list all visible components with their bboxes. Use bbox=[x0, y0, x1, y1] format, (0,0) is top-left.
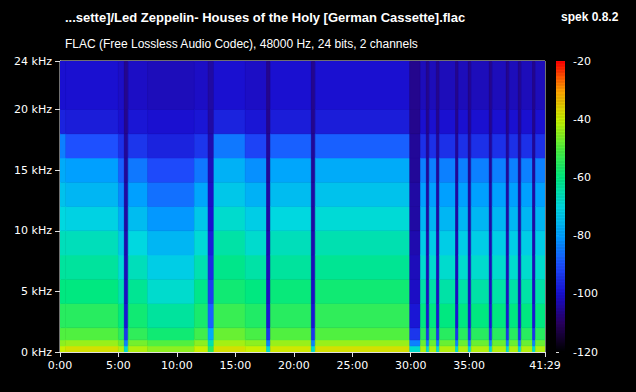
svg-text:5 kHz: 5 kHz bbox=[21, 285, 52, 298]
svg-text:-60: -60 bbox=[573, 171, 591, 184]
svg-text:...sette]/Led Zeppelin- Houses: ...sette]/Led Zeppelin- Houses of the Ho… bbox=[65, 10, 465, 25]
svg-text:-80: -80 bbox=[573, 229, 591, 242]
svg-text:0 kHz: 0 kHz bbox=[21, 346, 52, 359]
svg-text:FLAC (Free Lossless Audio Code: FLAC (Free Lossless Audio Codec), 48000 … bbox=[65, 37, 418, 51]
svg-text:20:00: 20:00 bbox=[278, 359, 310, 372]
svg-text:24 kHz: 24 kHz bbox=[14, 55, 52, 68]
svg-text:-120: -120 bbox=[573, 346, 598, 359]
svg-text:10 kHz: 10 kHz bbox=[14, 224, 52, 237]
svg-text:15:00: 15:00 bbox=[220, 359, 252, 372]
svg-text:-40: -40 bbox=[573, 113, 591, 126]
svg-text:10:00: 10:00 bbox=[161, 359, 193, 372]
svg-text:35:00: 35:00 bbox=[453, 359, 485, 372]
svg-text:5:00: 5:00 bbox=[106, 359, 131, 372]
svg-text:41:29: 41:29 bbox=[529, 359, 561, 372]
svg-text:-20: -20 bbox=[573, 55, 591, 68]
svg-text:30:00: 30:00 bbox=[395, 359, 427, 372]
svg-text:spek 0.8.2: spek 0.8.2 bbox=[561, 10, 619, 24]
svg-text:15 kHz: 15 kHz bbox=[14, 164, 52, 177]
svg-text:20 kHz: 20 kHz bbox=[14, 103, 52, 116]
svg-text:-100: -100 bbox=[573, 287, 598, 300]
svg-text:25:00: 25:00 bbox=[336, 359, 368, 372]
svg-text:0:00: 0:00 bbox=[48, 359, 73, 372]
